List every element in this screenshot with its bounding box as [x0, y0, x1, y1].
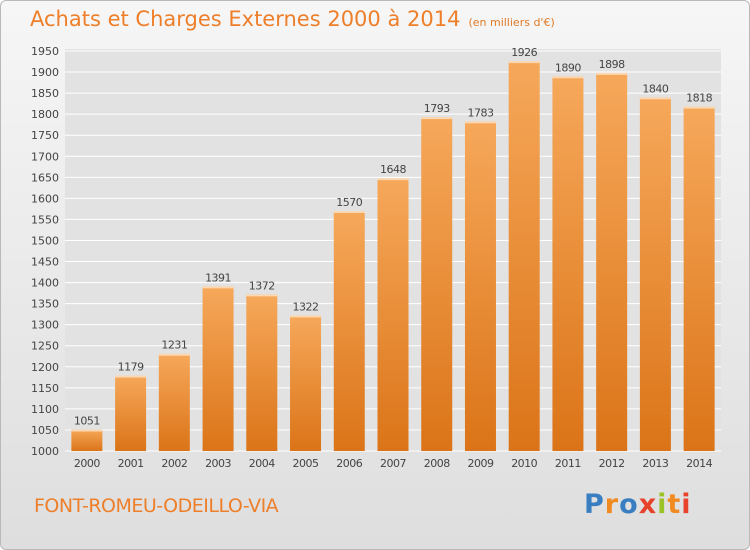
bar-highlight [202, 286, 234, 289]
x-tick-label: 2009 [467, 457, 493, 470]
bar-2000 [71, 429, 103, 451]
commune-name: FONT-ROMEU-ODEILLO-VIA [34, 495, 279, 517]
y-tick-label: 1850 [31, 87, 59, 100]
value-label: 1051 [74, 415, 100, 428]
y-tick-label: 1450 [31, 256, 59, 269]
y-tick-label: 1200 [31, 361, 59, 374]
bar-2014 [683, 106, 715, 451]
value-label: 1231 [161, 339, 187, 352]
y-tick-label: 1500 [31, 234, 59, 247]
value-label: 1391 [205, 271, 231, 284]
bar-highlight [683, 106, 715, 109]
y-tick-label: 1300 [31, 319, 59, 332]
bar-2012 [596, 72, 628, 451]
bar-highlight [508, 61, 540, 64]
value-label: 1179 [118, 361, 144, 374]
x-tick-label: 2000 [74, 457, 100, 470]
y-tick-label: 1400 [31, 277, 59, 290]
chart-subtitle: (en milliers d'€) [468, 16, 555, 29]
bar-highlight [552, 76, 584, 79]
y-tick-label: 1050 [31, 424, 59, 437]
chart-title-text: Achats et Charges Externes 2000 à 2014 [30, 7, 461, 31]
bar-2001 [115, 375, 147, 451]
bar-highlight [115, 375, 147, 378]
bar-highlight [421, 117, 453, 120]
bar-2005 [290, 315, 322, 451]
bar-highlight [377, 178, 409, 181]
proxiti-logo: Proxiti [584, 489, 692, 520]
bar-highlight [596, 72, 628, 75]
bar-highlight [158, 353, 190, 356]
x-tick-label: 2002 [161, 457, 187, 470]
y-tick-label: 1550 [31, 213, 59, 226]
x-tick-label: 2014 [686, 457, 712, 470]
x-tick-label: 2006 [336, 457, 362, 470]
bar-2011 [552, 76, 584, 452]
bar-2013 [639, 97, 671, 451]
y-tick-label: 1950 [31, 45, 59, 58]
bar-2002 [158, 353, 190, 451]
y-tick-label: 1900 [31, 66, 59, 79]
bar-2009 [464, 121, 496, 451]
bar-2010 [508, 61, 540, 452]
bar-highlight [333, 211, 365, 213]
x-tick-label: 2001 [118, 457, 144, 470]
y-tick-label: 1150 [31, 382, 59, 395]
y-tick-label: 1650 [31, 171, 59, 184]
bar-highlight [246, 294, 278, 297]
value-label: 1890 [555, 61, 581, 74]
x-tick-label: 2011 [555, 457, 581, 470]
value-label: 1783 [467, 106, 493, 119]
y-tick-label: 1100 [31, 403, 59, 416]
value-label: 1793 [424, 102, 450, 115]
bar-2007 [377, 178, 409, 451]
x-tick-label: 2003 [205, 457, 231, 470]
bar-highlight [290, 315, 322, 318]
bar-2008 [421, 117, 453, 452]
bar-2004 [246, 294, 278, 451]
value-label: 1818 [686, 92, 712, 105]
y-tick-label: 1800 [31, 108, 59, 121]
x-tick-label: 2004 [249, 457, 275, 470]
y-tick-label: 1700 [31, 150, 59, 163]
value-label: 1322 [293, 300, 319, 313]
x-tick-label: 2012 [599, 457, 625, 470]
y-tick-label: 1000 [31, 445, 59, 458]
y-tick-label: 1350 [31, 298, 59, 311]
x-tick-label: 2007 [380, 457, 406, 470]
bar-2003 [202, 286, 234, 451]
y-tick-label: 1250 [31, 340, 59, 353]
value-label: 1372 [249, 279, 275, 292]
bar-highlight [464, 121, 496, 124]
bar-highlight [639, 97, 671, 100]
x-tick-label: 2010 [511, 457, 537, 470]
value-label: 1926 [511, 46, 537, 59]
bar-highlight [71, 429, 103, 432]
chart-title: Achats et Charges Externes 2000 à 2014 (e… [30, 7, 555, 31]
y-tick-label: 1600 [31, 192, 59, 205]
x-tick-label: 2005 [293, 457, 319, 470]
value-label: 1840 [642, 82, 668, 95]
y-tick-label: 1750 [31, 129, 59, 142]
x-tick-label: 2013 [642, 457, 668, 470]
value-label: 1648 [380, 163, 406, 176]
x-tick-label: 2008 [424, 457, 450, 470]
bar-2006 [333, 211, 365, 451]
value-label: 1898 [599, 58, 625, 71]
value-label: 1570 [336, 196, 362, 209]
